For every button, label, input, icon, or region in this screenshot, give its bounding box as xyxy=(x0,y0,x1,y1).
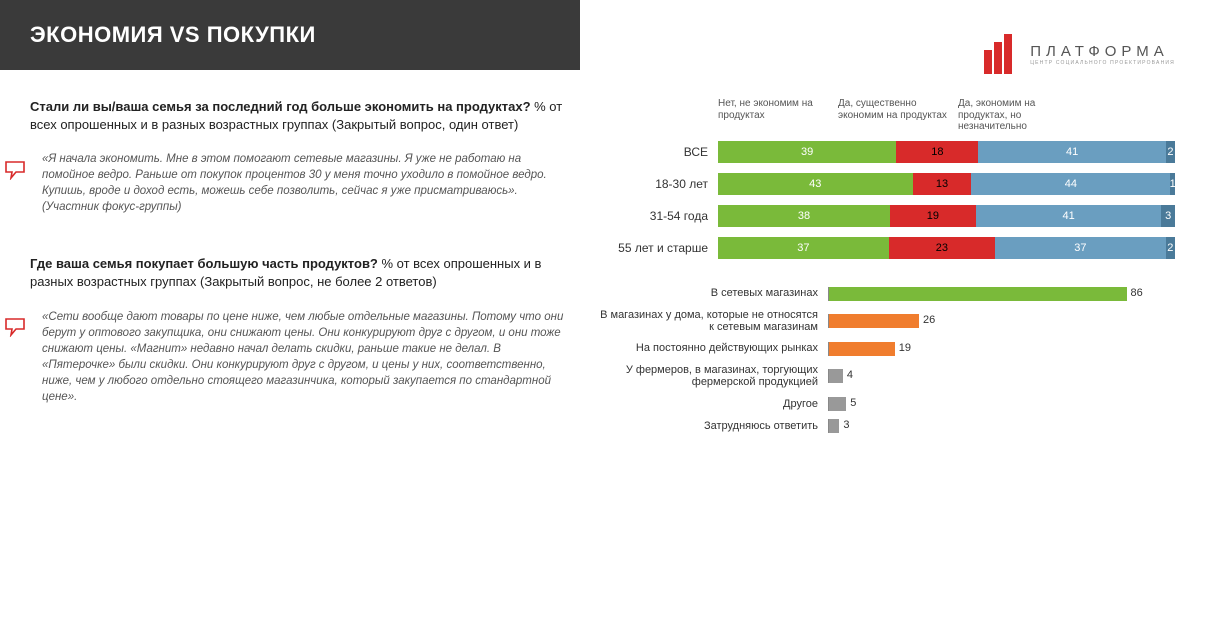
question-1: Стали ли вы/ваша семья за последний год … xyxy=(30,98,570,133)
chart-2-row: Затрудняюсь ответить 3 xyxy=(598,419,1175,433)
chart-2-bar xyxy=(829,342,895,356)
chart-1-segment: 37 xyxy=(718,237,889,259)
chart-2-value: 26 xyxy=(923,314,935,326)
logo-text-main: ПЛАТФОРМА xyxy=(1030,43,1175,60)
chart-1-segment: 41 xyxy=(978,141,1165,163)
logo: ПЛАТФОРМА ЦЕНТР СОЦИАЛЬНОГО ПРОЕКТИРОВАН… xyxy=(984,34,1175,74)
chart-2: В сетевых магазинах 86 В магазинах у дома,… xyxy=(598,287,1175,434)
chart-1-segment: 37 xyxy=(995,237,1166,259)
chart-2-row-label: В сетевых магазинах xyxy=(598,287,828,300)
chart-1-row: 18-30 лет4313441 xyxy=(598,173,1175,195)
chart-2-track: 26 xyxy=(828,314,1175,328)
chart-2-track: 86 xyxy=(828,287,1175,301)
chart-2-row: Другое 5 xyxy=(598,397,1175,411)
quote-2: «Сети вообще дают товары по цене ниже, ч… xyxy=(30,309,570,406)
chart-1-segment: 41 xyxy=(976,205,1162,227)
chart-2-value: 86 xyxy=(1131,287,1143,299)
chart-2-bar xyxy=(829,287,1127,301)
chart-1-segment: 38 xyxy=(718,205,890,227)
question-2: Где ваша семья покупает большую часть пр… xyxy=(30,255,570,290)
quote-1: «Я начала экономить. Мне в этом помогают… xyxy=(30,151,570,215)
chart-1-segment: 44 xyxy=(971,173,1170,195)
chart-2-row-label: Другое xyxy=(598,398,828,411)
chart-1-segment: 19 xyxy=(890,205,976,227)
chart-1-segment: 3 xyxy=(1161,205,1175,227)
chart-2-track: 4 xyxy=(828,369,1175,383)
chart-2-bar xyxy=(829,397,846,411)
chart-2-bar xyxy=(829,314,919,328)
chart-1-bar: 3819413 xyxy=(718,205,1175,227)
chart-1-row: 31-54 года3819413 xyxy=(598,205,1175,227)
chart-2-row-label: В магазинах у дома, которые не относятся… xyxy=(598,309,828,334)
chart-2-value: 3 xyxy=(843,419,849,431)
chart-1-segment: 13 xyxy=(913,173,972,195)
chart-2-bar xyxy=(829,419,839,433)
chart-1-segment: 18 xyxy=(896,141,978,163)
chart-1-bar: 4313441 xyxy=(718,173,1175,195)
chart-1: Нет, не экономим на продуктах Да, сущест… xyxy=(598,98,1175,259)
chart-1-segment: 2 xyxy=(1166,141,1175,163)
chart-2-row-label: Затрудняюсь ответить xyxy=(598,420,828,433)
chart-1-segment: 43 xyxy=(718,173,913,195)
chart-2-row: В магазинах у дома, которые не относятся… xyxy=(598,309,1175,334)
chart-1-bar: 3918412 xyxy=(718,141,1175,163)
page-title: ЭКОНОМИЯ VS ПОКУПКИ xyxy=(30,22,550,48)
chart-2-row-label: На постоянно действующих рынках xyxy=(598,342,828,355)
chart-2-row-label: У фермеров, в магазинах, торгующих ферме… xyxy=(598,364,828,389)
quote-icon xyxy=(4,160,26,180)
chart-1-row-label: ВСЕ xyxy=(598,145,718,159)
chart-1-segment: 2 xyxy=(1166,237,1175,259)
chart-2-value: 19 xyxy=(899,342,911,354)
chart-2-row: У фермеров, в магазинах, торгующих ферме… xyxy=(598,364,1175,389)
chart-1-segment: 23 xyxy=(889,237,995,259)
chart-2-value: 5 xyxy=(850,397,856,409)
chart-1-segment: 39 xyxy=(718,141,896,163)
chart-2-value: 4 xyxy=(847,369,853,381)
logo-icon xyxy=(984,34,1020,74)
chart-2-bar xyxy=(829,369,843,383)
chart-1-row-label: 55 лет и старше xyxy=(598,241,718,255)
logo-text-sub: ЦЕНТР СОЦИАЛЬНОГО ПРОЕКТИРОВАНИЯ xyxy=(1030,60,1175,66)
chart-2-track: 3 xyxy=(828,419,1175,433)
chart-2-row: На постоянно действующих рынках 19 xyxy=(598,342,1175,356)
header-bar: ЭКОНОМИЯ VS ПОКУПКИ xyxy=(0,0,580,70)
chart-2-row: В сетевых магазинах 86 xyxy=(598,287,1175,301)
quote-icon xyxy=(4,317,26,337)
chart-1-bar: 3723372 xyxy=(718,237,1175,259)
chart-1-row: 55 лет и старше3723372 xyxy=(598,237,1175,259)
section-1-text: Стали ли вы/ваша семья за последний год … xyxy=(30,98,570,215)
chart-1-segment: 1 xyxy=(1170,173,1175,195)
chart-1-row: ВСЕ3918412 xyxy=(598,141,1175,163)
chart-2-track: 5 xyxy=(828,397,1175,411)
chart-1-row-label: 31-54 года xyxy=(598,209,718,223)
chart-1-legend: Нет, не экономим на продуктах Да, сущест… xyxy=(718,98,1175,133)
chart-2-track: 19 xyxy=(828,342,1175,356)
chart-1-row-label: 18-30 лет xyxy=(598,177,718,191)
section-2-text: Где ваша семья покупает большую часть пр… xyxy=(30,255,570,405)
